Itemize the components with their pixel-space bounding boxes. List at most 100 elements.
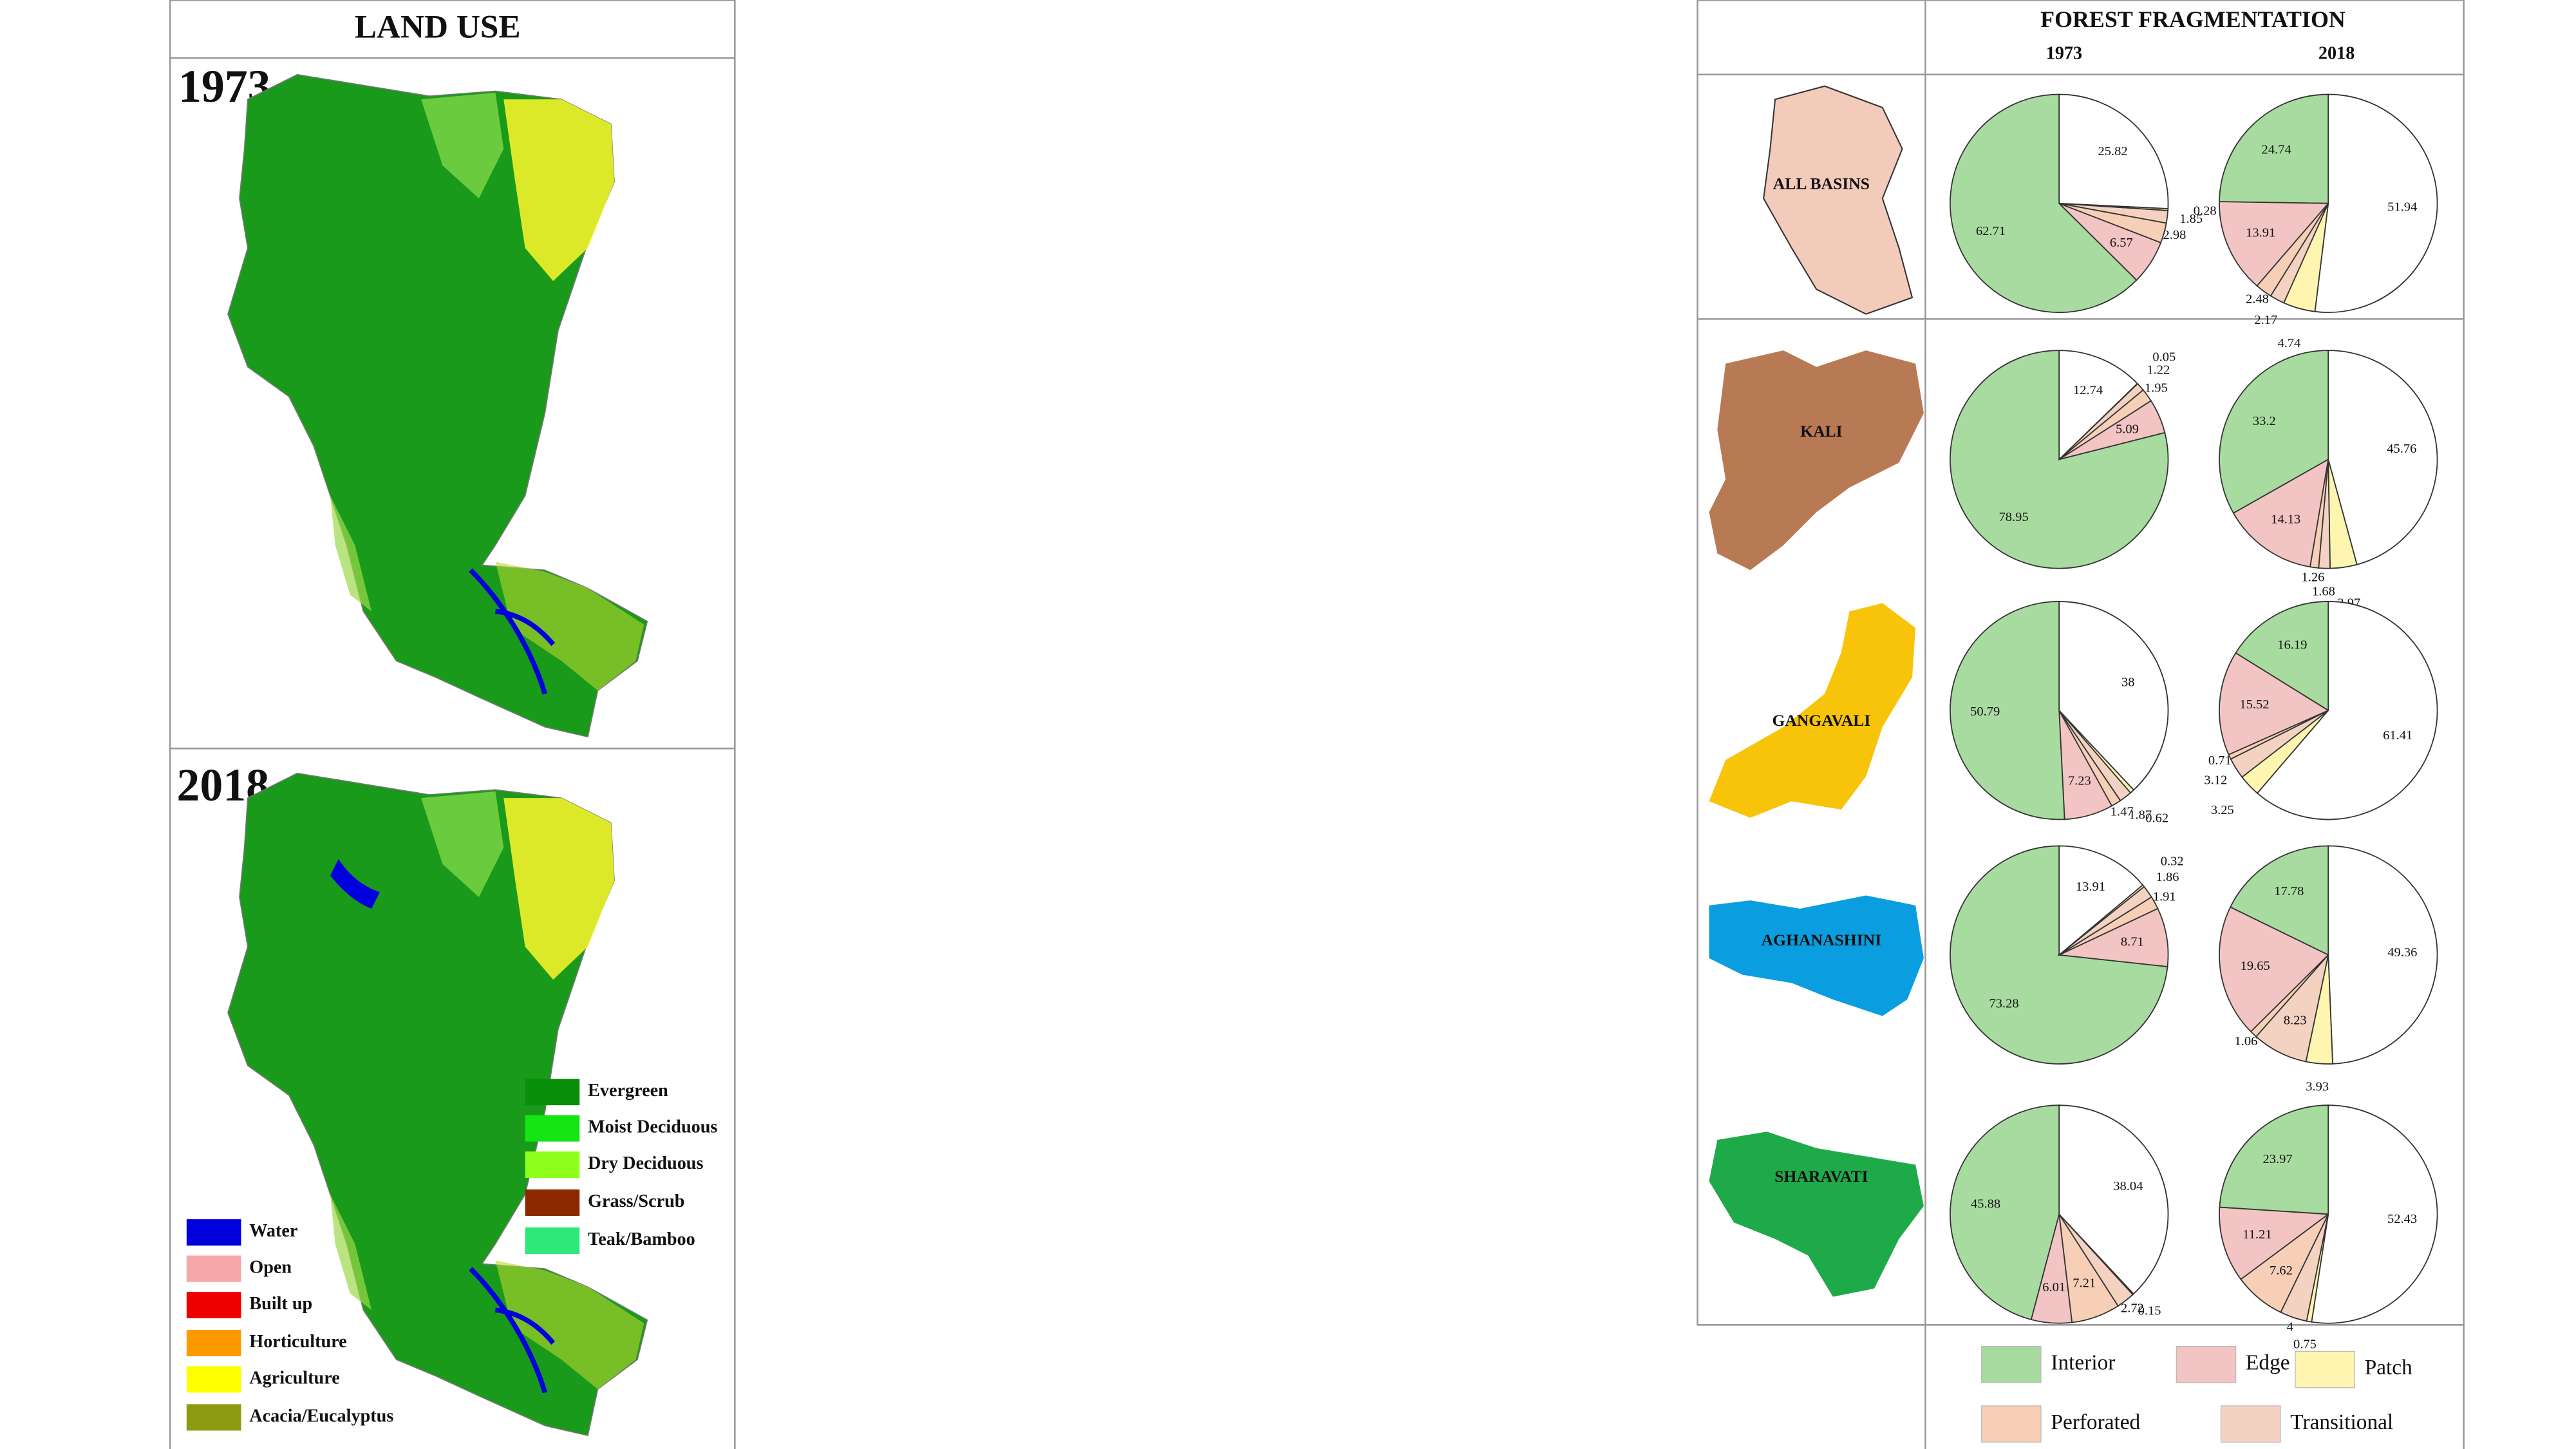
pie-slice: [2219, 93, 2329, 204]
data-label: 50.79: [1970, 705, 2000, 719]
pie-slice: [2232, 458, 2329, 568]
legend-label: Moist Deciduous: [588, 1117, 717, 1137]
data-label: 2.98: [2163, 228, 2186, 242]
data-label: 1.95: [2145, 381, 2168, 395]
pie-slice: [2314, 93, 2438, 313]
land-use-frame: [169, 0, 736, 1449]
basin-label: AGHANASHINI: [1762, 931, 1882, 949]
pie-slice: [2219, 1104, 2329, 1215]
legend-label: Acacia/Eucalyptus: [249, 1406, 393, 1426]
legend-swatch: [2220, 1405, 2281, 1443]
basin-map: [1709, 895, 1924, 1016]
data-label: 2.72: [2121, 1302, 2144, 1316]
data-label: 73.28: [1989, 996, 2019, 1010]
legend-swatch: [525, 1227, 580, 1255]
data-label: 19.65: [2241, 959, 2270, 973]
data-label: 2.17: [2254, 313, 2277, 327]
data-label: 16.19: [2277, 638, 2307, 652]
legend-swatch: [1981, 1405, 2042, 1443]
legend-swatch: [525, 1079, 580, 1106]
data-label: 1.85: [2179, 212, 2203, 226]
pie-slice: [2327, 350, 2438, 565]
legend-label: Water: [249, 1221, 297, 1241]
legend-swatch: [525, 1189, 580, 1217]
legend-swatch: [186, 1404, 241, 1431]
data-label: 1.26: [2302, 571, 2325, 585]
pie-charts: ALL BASINS KALI GANGAVALI AGHANASHINI SHARAV…: [1762, 93, 2438, 1351]
data-label: 8.23: [2284, 1013, 2307, 1027]
data-label: 3.93: [2306, 1079, 2329, 1094]
reservoir: [330, 859, 380, 909]
data-label: 0.75: [2293, 1337, 2317, 1351]
data-label: 25.82: [2098, 144, 2127, 158]
legend-swatch: [186, 1291, 241, 1319]
pie-slice: [2219, 1206, 2330, 1280]
data-label: 7.62: [2270, 1264, 2293, 1278]
basin-label: KALI: [1800, 422, 1843, 440]
data-label: 1.87: [2129, 808, 2152, 822]
legend-label: Horticulture: [249, 1332, 346, 1352]
pie-slice: [2311, 1104, 2438, 1324]
data-label: 0.15: [2138, 1304, 2161, 1318]
legend-swatch: [2295, 1350, 2355, 1388]
basin-label: GANGAVALI: [1772, 711, 1870, 730]
data-label: 1.22: [2147, 363, 2170, 377]
pie-slice: [2058, 93, 2169, 209]
data-label: 38.04: [2113, 1179, 2143, 1193]
legend-swatch: [525, 1115, 580, 1142]
data-label: 13.91: [2076, 880, 2105, 894]
legend-label: Agriculture: [249, 1368, 339, 1388]
legend-label: Transitional: [2290, 1410, 2393, 1434]
data-label: 0.62: [2145, 811, 2168, 825]
legend-label: Open: [249, 1258, 292, 1278]
pie-slice: [1950, 1104, 2060, 1321]
pie-slice: [1950, 350, 2169, 569]
data-label: 45.88: [1971, 1197, 2000, 1211]
panel-title: FOREST FRAGMENTATION: [2040, 6, 2346, 32]
legend-swatch: [1981, 1345, 2042, 1383]
basin-label: ALL BASINS: [1773, 175, 1870, 193]
data-label: 1.68: [2312, 584, 2335, 598]
data-label: 0.28: [2194, 204, 2217, 218]
basin-map: [1709, 1132, 1924, 1297]
data-label: 24.74: [2261, 142, 2291, 156]
legend-label: Edge: [2246, 1350, 2289, 1374]
legend-swatch: [2176, 1345, 2237, 1383]
pie-slice: [2058, 350, 2138, 461]
basin-map: [1709, 350, 1924, 571]
data-label: 12.74: [2073, 383, 2103, 397]
pie-slice: [1950, 601, 2065, 820]
legend-label: Interior: [2051, 1350, 2115, 1374]
pie-slice: [2058, 1104, 2169, 1295]
legend-swatch: [186, 1255, 241, 1282]
year-label: 1973: [2046, 43, 2082, 63]
legend-label: Grass/Scrub: [588, 1191, 684, 1211]
data-label: 3.25: [2211, 803, 2234, 817]
data-label: 7.21: [2073, 1276, 2096, 1290]
data-label: 61.41: [2383, 728, 2412, 743]
data-label: 0.32: [2161, 855, 2184, 869]
fragmentation-frame: [1697, 0, 2465, 1326]
basin-map: [1763, 85, 1913, 315]
legend-label: Teak/Bamboo: [588, 1229, 695, 1249]
pie-slice: [2219, 201, 2330, 287]
pie-slice: [2256, 601, 2438, 820]
legend-label: Perforated: [2051, 1410, 2140, 1434]
legend-swatch: [186, 1366, 241, 1393]
data-label: 49.36: [2387, 945, 2417, 960]
pie-slice: [2229, 845, 2329, 956]
pie-slice: [2235, 601, 2329, 712]
data-label: 5.09: [2116, 422, 2139, 436]
basin-map: [1709, 603, 1916, 818]
pie-slice: [2058, 601, 2169, 791]
data-label: 0.71: [2208, 753, 2232, 768]
pie-slice: [2219, 350, 2329, 514]
data-label: 13.91: [2246, 226, 2275, 240]
data-label: 4: [2287, 1320, 2293, 1334]
data-label: 4.74: [2278, 336, 2301, 350]
data-label: 2.48: [2246, 292, 2269, 306]
legend-swatch: [186, 1329, 241, 1357]
legend-label: Patch: [2365, 1356, 2412, 1379]
year-label: 2018: [2318, 43, 2355, 63]
